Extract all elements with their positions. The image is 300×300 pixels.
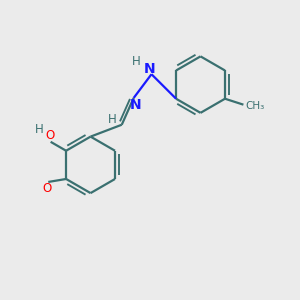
Text: N: N [144, 62, 156, 76]
Text: H: H [132, 55, 140, 68]
Text: O: O [43, 182, 52, 195]
Text: N: N [129, 98, 141, 112]
Text: H: H [108, 113, 117, 126]
Text: H: H [34, 123, 43, 136]
Text: O: O [45, 129, 54, 142]
Text: CH₃: CH₃ [245, 101, 264, 112]
